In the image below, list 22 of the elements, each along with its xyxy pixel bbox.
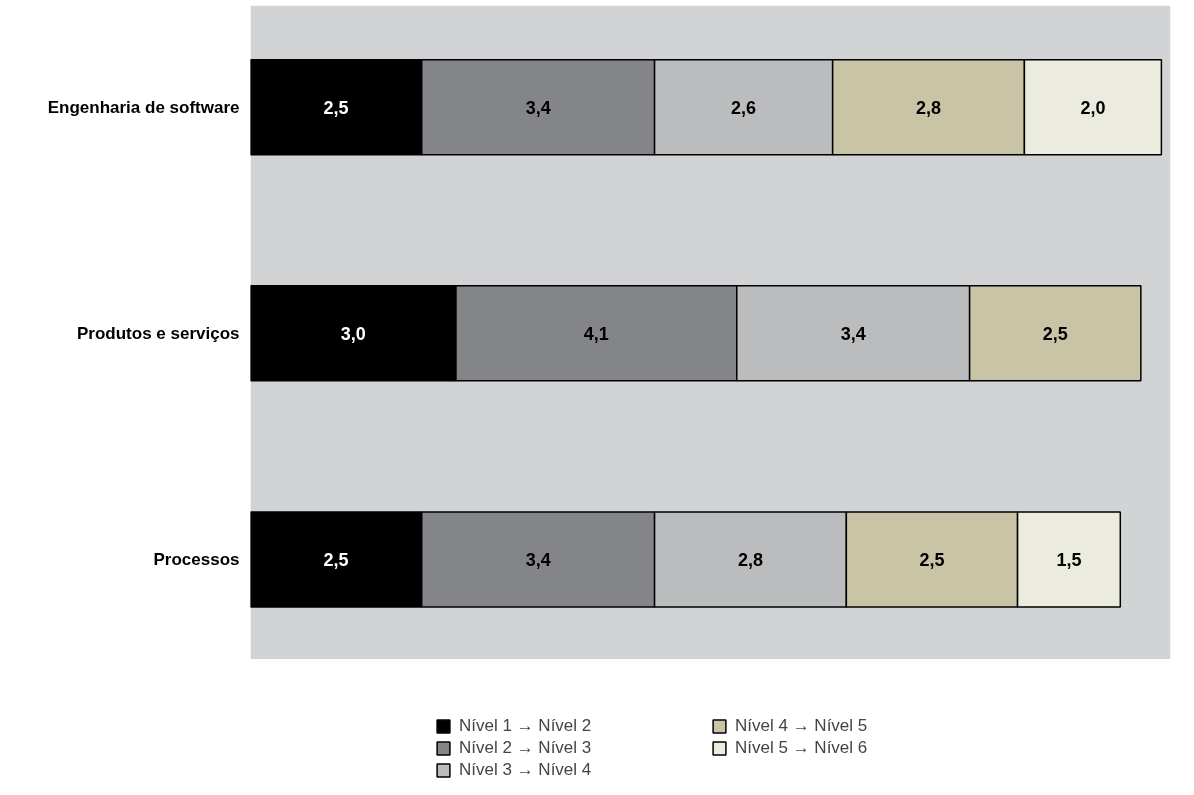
data-label: 4,1 [583, 323, 609, 344]
data-label: 2,8 [737, 549, 763, 570]
data-label: 1,5 [1056, 549, 1082, 570]
y-tick-label: Engenharia de software [47, 97, 240, 117]
data-label: 2,6 [731, 97, 757, 118]
y-tick-label: Produtos e serviços [77, 323, 240, 343]
data-label: 2,8 [916, 97, 942, 118]
data-label: 3,4 [840, 323, 866, 344]
data-label: 2,5 [919, 549, 945, 570]
data-label: 3,4 [525, 549, 551, 570]
legend-label: Nível 3 → Nível 4 [459, 760, 593, 780]
data-label: 2,5 [1042, 323, 1068, 344]
legend-label: Nível 2 → Nível 3 [459, 738, 593, 758]
legend-label: Nível 5 → Nível 6 [735, 738, 869, 758]
data-label: 3,0 [340, 323, 366, 344]
y-tick-label: Processos [153, 549, 240, 569]
legend-label: Nível 4 → Nível 5 [735, 716, 869, 736]
data-label: 2,5 [323, 549, 349, 570]
legend-label: Nível 1 → Nível 2 [459, 716, 593, 736]
data-label: 3,4 [525, 97, 551, 118]
data-label: 2,5 [323, 97, 349, 118]
data-label: 2,0 [1080, 97, 1106, 118]
